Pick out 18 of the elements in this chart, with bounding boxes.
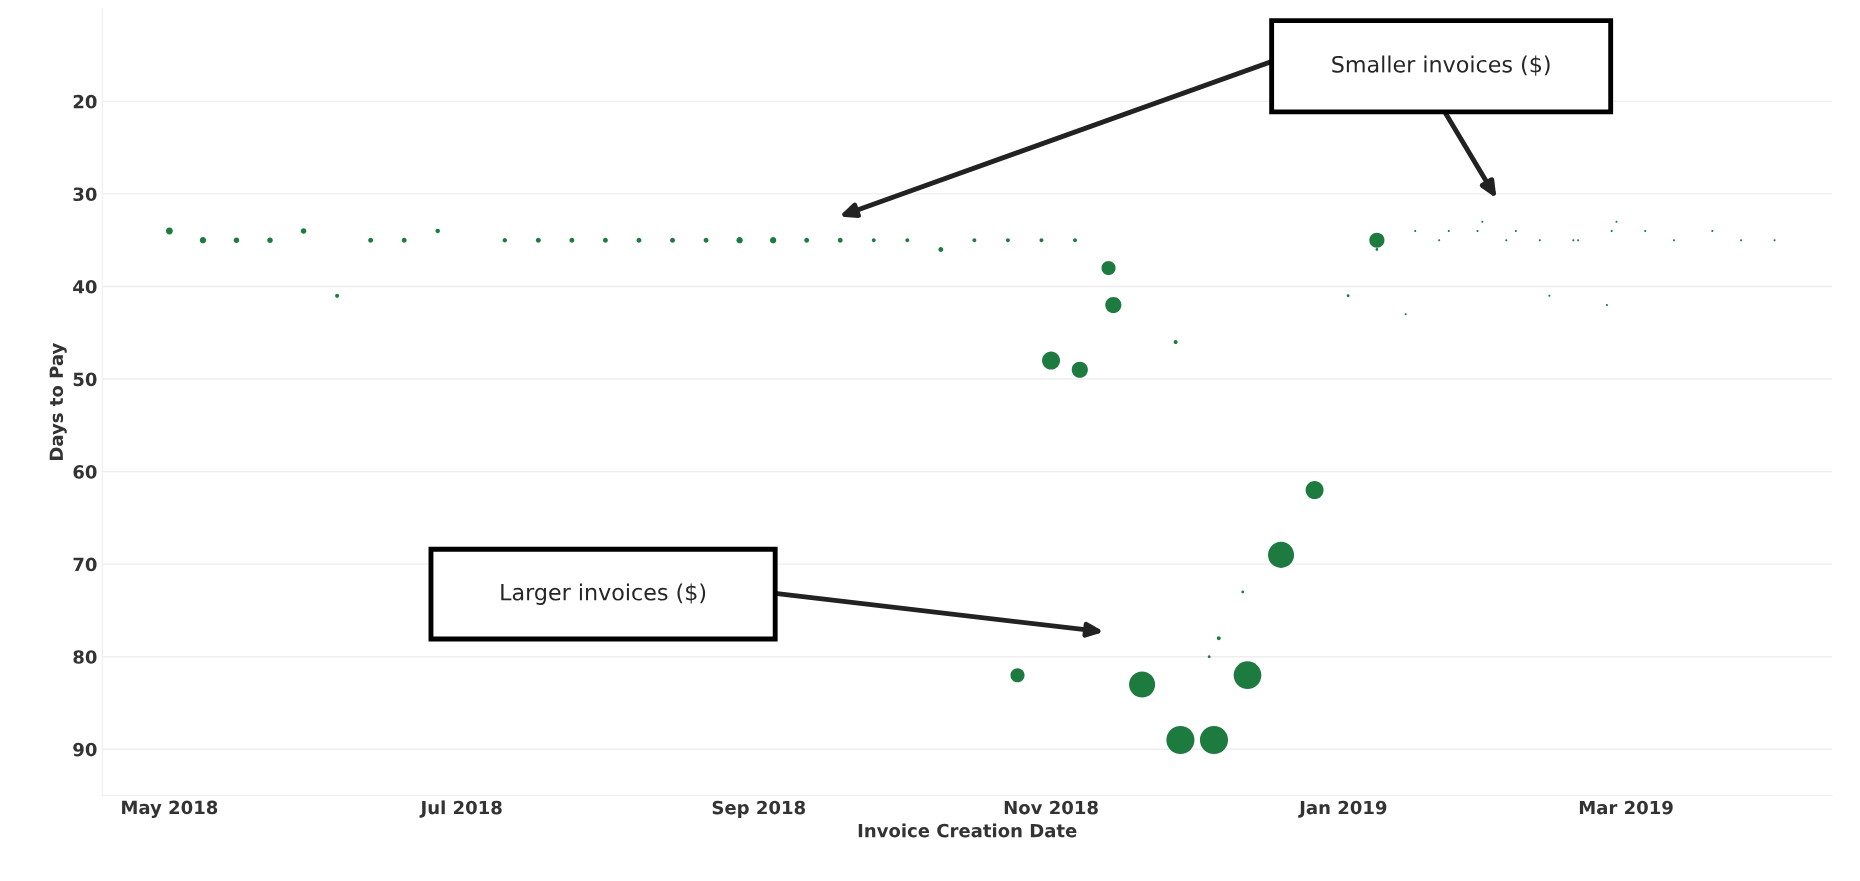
y-tick-label: 50	[73, 372, 97, 387]
y-tick-label: 90	[73, 742, 97, 757]
x-tick-label: May 2018	[122, 800, 218, 818]
y-tick-label: 20	[73, 94, 97, 109]
y-tick-label: 30	[73, 187, 97, 202]
y-tick-label: 80	[73, 650, 97, 664]
annotation: Smaller invoices ($)	[1332, 55, 1550, 76]
x-tick-label: Nov 2018	[1004, 800, 1098, 815]
annotation: Larger invoices ($)	[501, 583, 706, 605]
x-tick-label: Sep 2018	[712, 800, 805, 818]
x-tick-label: Jan 2019	[1298, 800, 1387, 818]
y-tick-label: 70	[73, 557, 97, 572]
x-axis-title: Invoice Creation Date	[858, 823, 1077, 838]
x-tick-label: Jul 2018	[419, 800, 502, 818]
y-tick-label: 40	[73, 279, 97, 294]
y-axis-title: Days to Pay	[49, 343, 67, 460]
y-tick-label: 60	[73, 465, 97, 479]
x-tick-label: Mar 2019	[1579, 800, 1673, 815]
